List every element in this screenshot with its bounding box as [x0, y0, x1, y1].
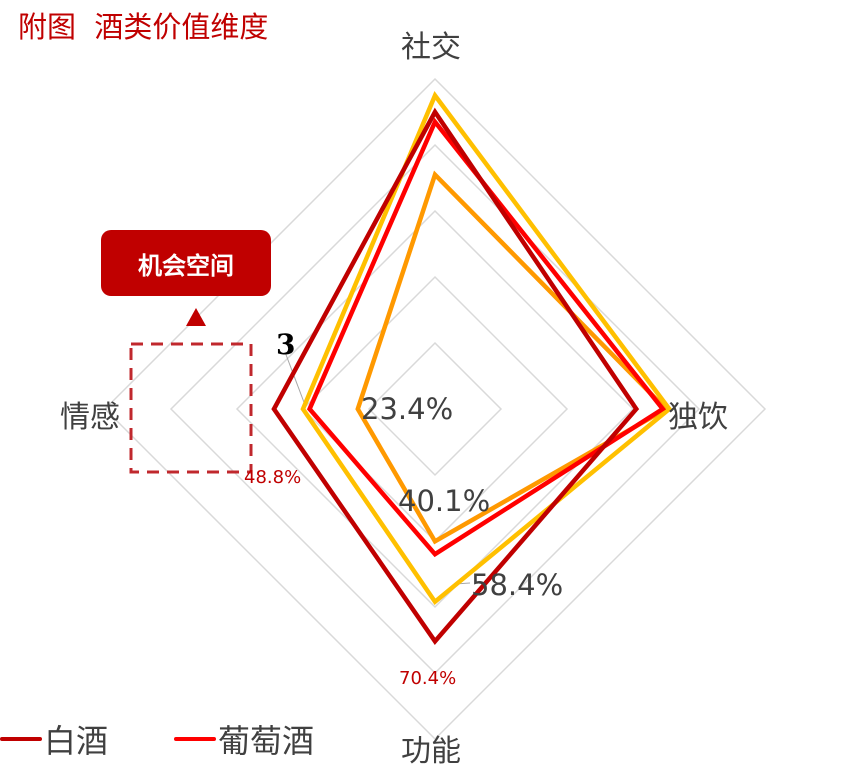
axis-label-emotion: 情感	[60, 400, 120, 435]
triangle-up-icon	[186, 308, 206, 326]
legend-swatch	[174, 737, 217, 741]
data-label: 58.4%	[471, 568, 564, 602]
legend-item-baijiu: 白酒	[0, 716, 108, 762]
chart-title: 附图 酒类价值维度	[18, 10, 269, 44]
data-label: 48.8%	[244, 467, 302, 488]
opportunity-dashed-box	[129, 308, 253, 474]
legend-item-wine: 葡萄酒	[174, 716, 314, 762]
opportunity-callout: 机会空间	[101, 230, 271, 296]
series-line	[355, 170, 670, 545]
axis-label-solo: 独饮	[668, 400, 728, 435]
axis-label-function: 功能	[401, 734, 461, 769]
legend-swatch	[0, 737, 42, 741]
leader-line	[284, 351, 306, 406]
legend-label: 白酒	[44, 722, 109, 760]
data-label: 23.4%	[361, 392, 454, 426]
data-label: 70.4%	[399, 668, 457, 689]
series-line	[300, 91, 673, 606]
legend-label: 葡萄酒	[218, 722, 315, 760]
radar-series	[271, 91, 673, 645]
stray-label: 3	[276, 328, 296, 361]
radar-grid	[103, 77, 767, 741]
series-line	[306, 117, 667, 558]
legend: 白酒 葡萄酒	[0, 716, 380, 762]
axis-label-social: 社交	[401, 30, 461, 65]
data-label: 40.1%	[398, 484, 491, 518]
series-line	[271, 107, 640, 645]
